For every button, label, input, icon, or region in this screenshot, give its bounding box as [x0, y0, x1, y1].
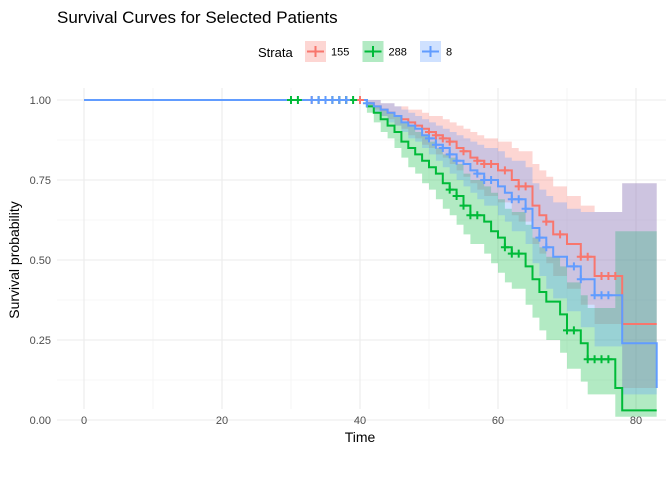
x-tick-label: 80 — [630, 415, 642, 427]
censor-mark-8 — [604, 291, 613, 300]
x-tick-label: 60 — [492, 415, 504, 427]
censor-mark-288 — [349, 96, 358, 104]
censor-mark-288 — [597, 355, 606, 364]
censor-mark-8 — [521, 204, 530, 213]
censor-mark-288 — [473, 211, 482, 220]
ci-band-8 — [84, 100, 657, 395]
ci-band-155 — [84, 100, 657, 388]
censor-mark-155 — [487, 160, 496, 168]
censor-mark-8 — [307, 96, 316, 104]
censor-mark-155 — [438, 134, 447, 143]
censor-mark-288 — [604, 355, 613, 364]
grid-minor — [57, 88, 666, 409]
censor-mark-288 — [459, 201, 468, 210]
censor-mark-288 — [452, 192, 461, 200]
y-tick-label: 1.00 — [30, 95, 51, 107]
censor-mark-8 — [425, 134, 433, 143]
censor-mark-288 — [500, 243, 509, 252]
censor-mark-155 — [576, 252, 585, 261]
censor-mark-8 — [452, 156, 461, 165]
y-tick-label: 0.00 — [30, 415, 51, 427]
censor-mark-155 — [611, 272, 620, 280]
censor-mark-155 — [521, 182, 530, 191]
curve-288 — [84, 99, 657, 412]
censor-mark-288 — [590, 355, 599, 364]
censor-mark-155 — [459, 147, 468, 156]
ci-band-288 — [84, 100, 657, 417]
censor-mark-8 — [597, 291, 606, 300]
censor-mark-155 — [431, 131, 440, 140]
censor-mark-8 — [569, 262, 578, 271]
censor-mark-8 — [328, 96, 337, 104]
censor-mark-8 — [473, 169, 482, 178]
y-axis-ticks: 0.00 0.25 0.50 0.75 1.00 — [30, 95, 51, 427]
censor-mark-155 — [604, 272, 613, 280]
censor-mark-155 — [500, 166, 509, 175]
y-axis-title: Survival probability — [6, 201, 22, 319]
censor-mark-155 — [356, 96, 364, 104]
legend-label-155: 155 — [331, 47, 349, 59]
censor-mark-155 — [514, 182, 523, 191]
grid-major — [57, 88, 666, 421]
y-tick-label: 0.25 — [30, 335, 51, 347]
censor-mark-155 — [597, 272, 606, 280]
censor-mark-288 — [563, 326, 571, 335]
censor-mark-155 — [583, 252, 592, 261]
censor-mark-8 — [480, 176, 489, 184]
confidence-bands — [84, 100, 657, 417]
censor-mark-8 — [576, 275, 585, 284]
censor-marks — [287, 96, 620, 364]
censor-mark-288 — [583, 355, 592, 364]
censor-mark-155 — [473, 156, 482, 165]
x-axis-title: Time — [345, 429, 376, 445]
censor-mark-288 — [507, 249, 516, 258]
censor-mark-8 — [535, 233, 544, 242]
curve-8 — [84, 99, 658, 388]
x-tick-label: 20 — [216, 415, 228, 427]
censor-mark-8 — [314, 96, 323, 104]
censor-mark-155 — [480, 160, 489, 168]
censor-mark-288 — [287, 96, 295, 104]
x-tick-label: 0 — [81, 415, 87, 427]
censor-mark-8 — [431, 140, 440, 149]
censor-mark-8 — [487, 176, 496, 184]
censor-mark-288 — [569, 326, 578, 335]
plot-panel — [57, 88, 666, 409]
censor-mark-8 — [321, 96, 330, 104]
legend-label-288: 288 — [389, 47, 407, 59]
y-tick-label: 0.75 — [30, 175, 51, 187]
x-tick-label: 40 — [354, 415, 366, 427]
legend-title: Strata — [258, 45, 293, 60]
censor-mark-8 — [514, 195, 523, 204]
censor-mark-8 — [362, 99, 371, 108]
censor-mark-288 — [293, 96, 302, 104]
censor-mark-8 — [507, 195, 516, 204]
censor-mark-8 — [590, 291, 599, 300]
censor-mark-288 — [445, 185, 454, 194]
censor-mark-155 — [445, 137, 454, 146]
censor-mark-8 — [342, 96, 351, 104]
censor-mark-8 — [335, 96, 344, 104]
y-tick-label: 0.50 — [30, 255, 51, 267]
censor-mark-155 — [556, 230, 565, 239]
x-axis-ticks: 0 20 40 60 80 — [81, 415, 642, 427]
censor-mark-8 — [445, 150, 454, 159]
censor-mark-155 — [542, 217, 551, 226]
legend: Strata 155 288 8 — [258, 41, 452, 62]
censor-mark-8 — [542, 243, 551, 252]
censor-mark-288 — [466, 211, 475, 220]
legend-label-8: 8 — [446, 47, 452, 59]
chart-title: Survival Curves for Selected Patients — [57, 8, 338, 27]
censor-mark-8 — [438, 144, 447, 152]
censor-mark-288 — [514, 249, 523, 258]
